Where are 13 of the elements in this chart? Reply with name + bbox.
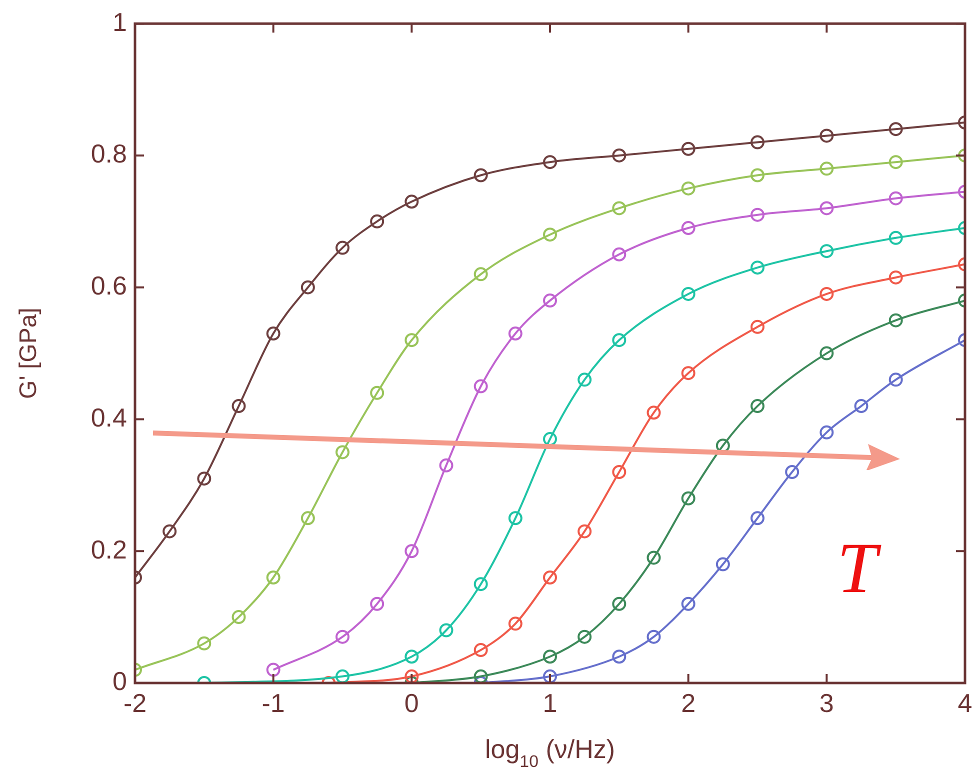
y-tick-label: 0.2 (90, 534, 127, 564)
x-tick-label: -1 (262, 688, 285, 718)
x-tick-label: 4 (958, 688, 972, 718)
x-tick-label: 1 (542, 688, 558, 718)
y-tick-label: 0.6 (90, 270, 127, 301)
y-tick-label: 0.4 (90, 402, 127, 432)
y-axis-title: G' [GPa] (15, 308, 42, 399)
x-tick-label: 0 (404, 688, 419, 718)
annotation: T (836, 528, 882, 608)
x-tick-label: 3 (819, 688, 834, 718)
y-tick-label: 0.8 (90, 138, 127, 169)
y-tick-label: 1 (112, 6, 127, 37)
x-tick-label: 2 (681, 688, 696, 718)
